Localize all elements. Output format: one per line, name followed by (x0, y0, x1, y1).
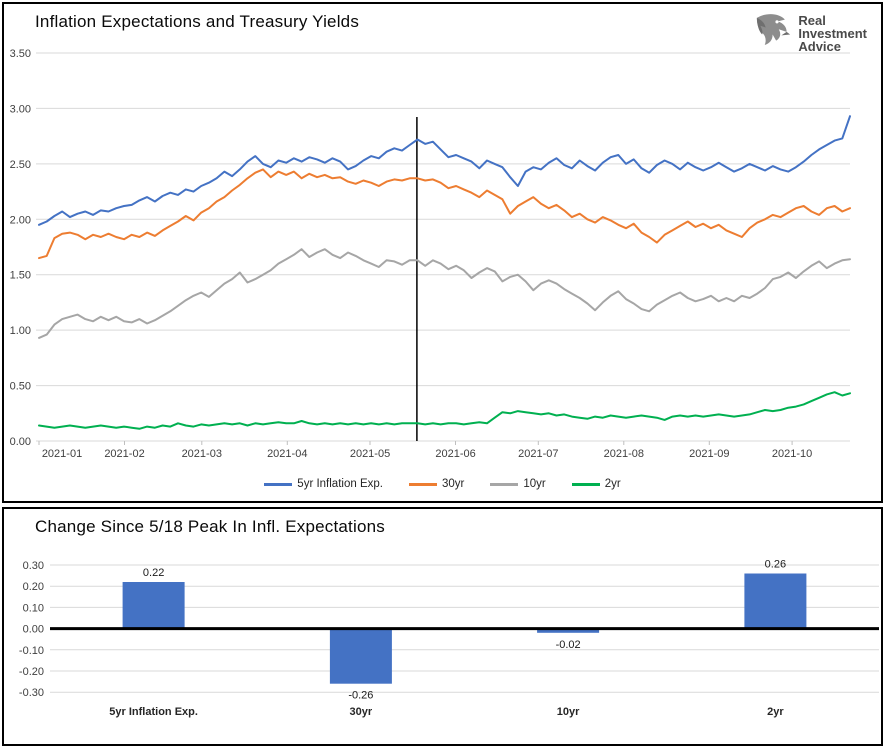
y-axis-tick-label: 0.10 (23, 602, 44, 614)
y-axis-tick-label: 0.20 (23, 581, 44, 593)
legend-item-2yr: 2yr (571, 478, 621, 490)
y-axis-tick-label: 0.00 (10, 436, 31, 448)
x-axis-tick-label: 2021-05 (350, 448, 390, 460)
line-chart-legend: 5yr Inflation Exp. 30yr 10yr 2yr (4, 478, 881, 490)
legend-swatch-2yr (571, 482, 600, 486)
y-axis-tick-label: -0.10 (19, 645, 44, 657)
line-series-10yr (38, 248, 851, 339)
y-axis-tick-label: 2.00 (10, 214, 31, 226)
bar-chart-svg: 0.30 0.20 0.10 0.00 -0.10 -0.20 -0.30 0.22 5yr I… (19, 558, 879, 718)
top-chart-panel: Inflation Expectations and Treasury Yiel… (2, 2, 883, 503)
line-series-30yr (38, 168, 851, 260)
bar-data-label: 0.26 (765, 558, 786, 570)
bottom-chart-panel: Change Since 5/18 Peak In Infl. Expectat… (2, 507, 883, 746)
eagle-icon (749, 10, 791, 57)
bar-data-label: -0.02 (556, 639, 581, 651)
category-label: 10yr (557, 706, 580, 718)
bar-data-label: -0.26 (348, 690, 373, 702)
line-chart-svg: 3.50 3.00 2.50 2.00 1.50 1.00 0.50 0.00 2021-01 2… (10, 48, 851, 460)
x-axis-tick-label: 2021-03 (182, 448, 222, 460)
logo-text-line-2: Investment (798, 26, 867, 41)
x-axis-tick-label: 2021-08 (604, 448, 644, 460)
logo: Real Investment Advice (749, 10, 867, 57)
category-label: 30yr (350, 706, 373, 718)
legend-item-10yr: 10yr (490, 478, 546, 490)
legend-label-30yr: 30yr (441, 478, 465, 490)
x-axis-tick-label: 2021-02 (104, 448, 144, 460)
top-chart-title: Inflation Expectations and Treasury Yiel… (35, 12, 360, 31)
y-axis-tick-label: 1.00 (10, 325, 31, 337)
x-axis-tick-label: 2021-04 (267, 448, 307, 460)
y-axis-tick-label: 3.50 (10, 48, 31, 60)
y-axis-tick-label: 3.00 (10, 103, 31, 115)
line-series-2yr (38, 391, 851, 430)
legend-item-5yr-inflation-exp: 5yr Inflation Exp. (264, 478, 383, 490)
legend-label-10yr: 10yr (523, 478, 546, 490)
y-axis-tick-label: 0.00 (23, 624, 44, 636)
logo-text: Real Investment Advice (798, 14, 867, 53)
y-axis-tick-label: -0.30 (19, 687, 44, 699)
bottom-chart-title: Change Since 5/18 Peak In Infl. Expectat… (35, 517, 385, 536)
x-axis-tick-label: 2021-10 (772, 448, 812, 460)
y-axis-tick-label: -0.20 (19, 666, 44, 678)
x-axis-tick-label: 2021-01 (42, 448, 82, 460)
y-axis-tick-label: 0.30 (23, 560, 44, 572)
bar-10yr (537, 628, 600, 633)
x-axis-tick-label: 2021-07 (518, 448, 558, 460)
category-label: 2yr (767, 706, 784, 718)
x-axis-tick-label: 2021-06 (435, 448, 475, 460)
y-axis-tick-label: 0.50 (10, 381, 31, 393)
legend-swatch-30yr (408, 482, 437, 486)
bar-2yr (744, 573, 807, 629)
legend-swatch-5yr-inflation-exp (264, 482, 293, 486)
legend-label-2yr: 2yr (604, 478, 621, 490)
x-axis-tick-label: 2021-09 (689, 448, 729, 460)
legend-label-5yr-inflation-exp: 5yr Inflation Exp. (297, 478, 383, 490)
line-series-5yr-inflation-exp (38, 115, 851, 226)
category-label: 5yr Inflation Exp. (109, 706, 198, 718)
legend-swatch-10yr (490, 482, 519, 486)
logo-text-line-1: Real (798, 13, 826, 28)
bar-5yr-inflation-exp (122, 582, 185, 629)
logo-text-line-3: Advice (798, 39, 841, 54)
bar-30yr (329, 628, 392, 684)
y-axis-tick-label: 1.50 (10, 270, 31, 282)
legend-item-30yr: 30yr (408, 478, 465, 490)
y-axis-tick-label: 2.50 (10, 159, 31, 171)
bar-data-label: 0.22 (143, 567, 164, 579)
